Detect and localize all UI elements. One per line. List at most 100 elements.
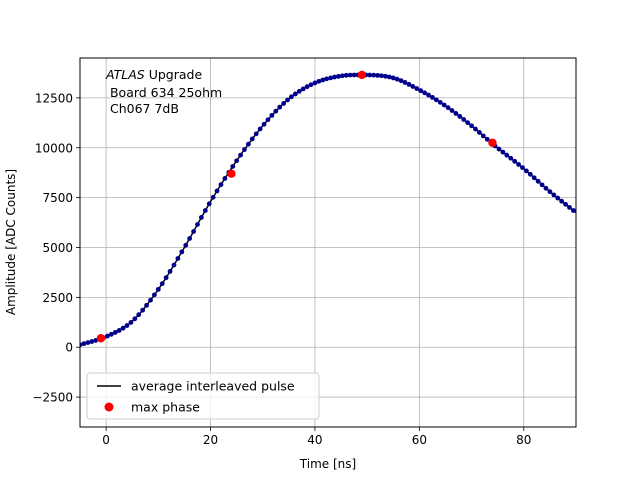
sample-point — [418, 88, 424, 94]
sample-point — [500, 149, 506, 155]
sample-point — [108, 331, 114, 337]
sample-point — [336, 73, 341, 79]
sample-point — [453, 111, 459, 116]
sample-point — [206, 201, 212, 207]
sample-point — [563, 201, 568, 207]
y-tick-label: −2500 — [32, 391, 73, 405]
sample-point — [383, 73, 388, 79]
max-phase-point — [357, 70, 367, 80]
sample-point — [289, 94, 294, 100]
sample-point — [202, 208, 208, 213]
sample-point — [132, 316, 138, 322]
sample-point — [105, 333, 110, 339]
y-axis-label: Amplitude [ADC Counts] — [4, 169, 18, 315]
sample-point — [430, 94, 435, 100]
sample-point — [179, 249, 185, 255]
sample-point — [547, 189, 553, 195]
sample-point — [85, 340, 91, 345]
sample-point — [441, 102, 447, 108]
max-phase-point — [488, 138, 497, 147]
sample-point — [253, 131, 259, 137]
sample-point — [128, 320, 134, 325]
sample-point — [367, 72, 373, 78]
sample-point — [422, 90, 427, 96]
sample-point — [531, 175, 537, 181]
y-tick-label: 5000 — [42, 241, 73, 255]
sample-point — [520, 165, 525, 171]
sample-point — [242, 147, 247, 152]
sample-point — [316, 78, 322, 84]
y-tick-label: 7500 — [42, 191, 73, 205]
legend-dot-marker — [104, 402, 114, 412]
sample-point — [465, 120, 471, 126]
sample-point — [473, 126, 478, 132]
sample-point — [433, 97, 439, 103]
sample-point — [308, 82, 314, 88]
sample-point — [402, 80, 408, 85]
x-tick-label: 40 — [307, 433, 322, 447]
sample-point — [296, 88, 302, 94]
y-tick-label: 0 — [65, 341, 73, 355]
sample-point — [198, 215, 204, 220]
annotation-atlas: ATLAS — [105, 67, 145, 82]
annotation-line-2: Board 634 25ohm — [106, 85, 222, 100]
sample-point — [524, 168, 529, 174]
legend-label-max-phase: max phase — [131, 400, 200, 415]
sample-point — [261, 121, 267, 127]
grid-lines — [80, 58, 576, 427]
sample-point — [249, 136, 255, 142]
sample-point — [163, 275, 169, 281]
sample-point — [89, 339, 95, 344]
sample-point — [543, 185, 549, 191]
sample-point — [406, 81, 412, 87]
max-phase-points-layer — [96, 70, 497, 343]
sample-point — [339, 73, 345, 79]
sample-point — [351, 72, 357, 78]
sample-point — [398, 78, 404, 84]
sample-point — [496, 146, 502, 152]
sample-point — [539, 182, 545, 188]
sample-point — [480, 133, 486, 139]
x-tick-label: 60 — [412, 433, 427, 447]
sample-point — [386, 74, 392, 80]
legend-label-pulse: average interleaved pulse — [131, 379, 295, 394]
sample-point — [437, 99, 443, 105]
sample-point — [152, 292, 157, 298]
sample-point — [477, 130, 482, 135]
y-tick-label: 12500 — [35, 91, 73, 105]
sample-point — [508, 155, 514, 161]
plot-frame — [79, 57, 577, 428]
sample-point — [281, 101, 287, 106]
sample-point — [410, 84, 416, 89]
max-phase-point — [227, 169, 236, 178]
sample-point — [457, 114, 463, 119]
annotation-upgrade: Upgrade — [145, 67, 203, 82]
sample-point — [555, 195, 561, 201]
annotation-block: ATLAS Upgrade Board 634 25ohm Ch067 7dB — [105, 67, 222, 116]
sample-point — [445, 105, 451, 111]
sample-point — [312, 80, 318, 86]
y-tick-label: 10000 — [35, 141, 73, 155]
legend: average interleaved pulse max phase — [86, 372, 320, 420]
x-tick-label: 0 — [102, 433, 110, 447]
sample-point — [155, 286, 161, 292]
sample-point — [273, 108, 279, 114]
sample-point — [512, 158, 518, 164]
sample-point — [218, 182, 224, 188]
sample-point — [394, 76, 400, 82]
sample-point — [426, 92, 431, 98]
sample-point — [257, 126, 263, 132]
sample-point — [230, 164, 236, 169]
sample-point — [484, 136, 490, 142]
sample-point — [238, 152, 243, 158]
sample-point — [140, 307, 146, 313]
sample-point — [136, 312, 142, 318]
sample-point — [379, 73, 384, 79]
sample-point — [214, 188, 220, 194]
sample-point — [148, 297, 153, 303]
sample-point — [324, 76, 330, 82]
sample-point — [222, 176, 228, 181]
sample-point — [187, 236, 193, 241]
sample-point — [461, 117, 467, 122]
